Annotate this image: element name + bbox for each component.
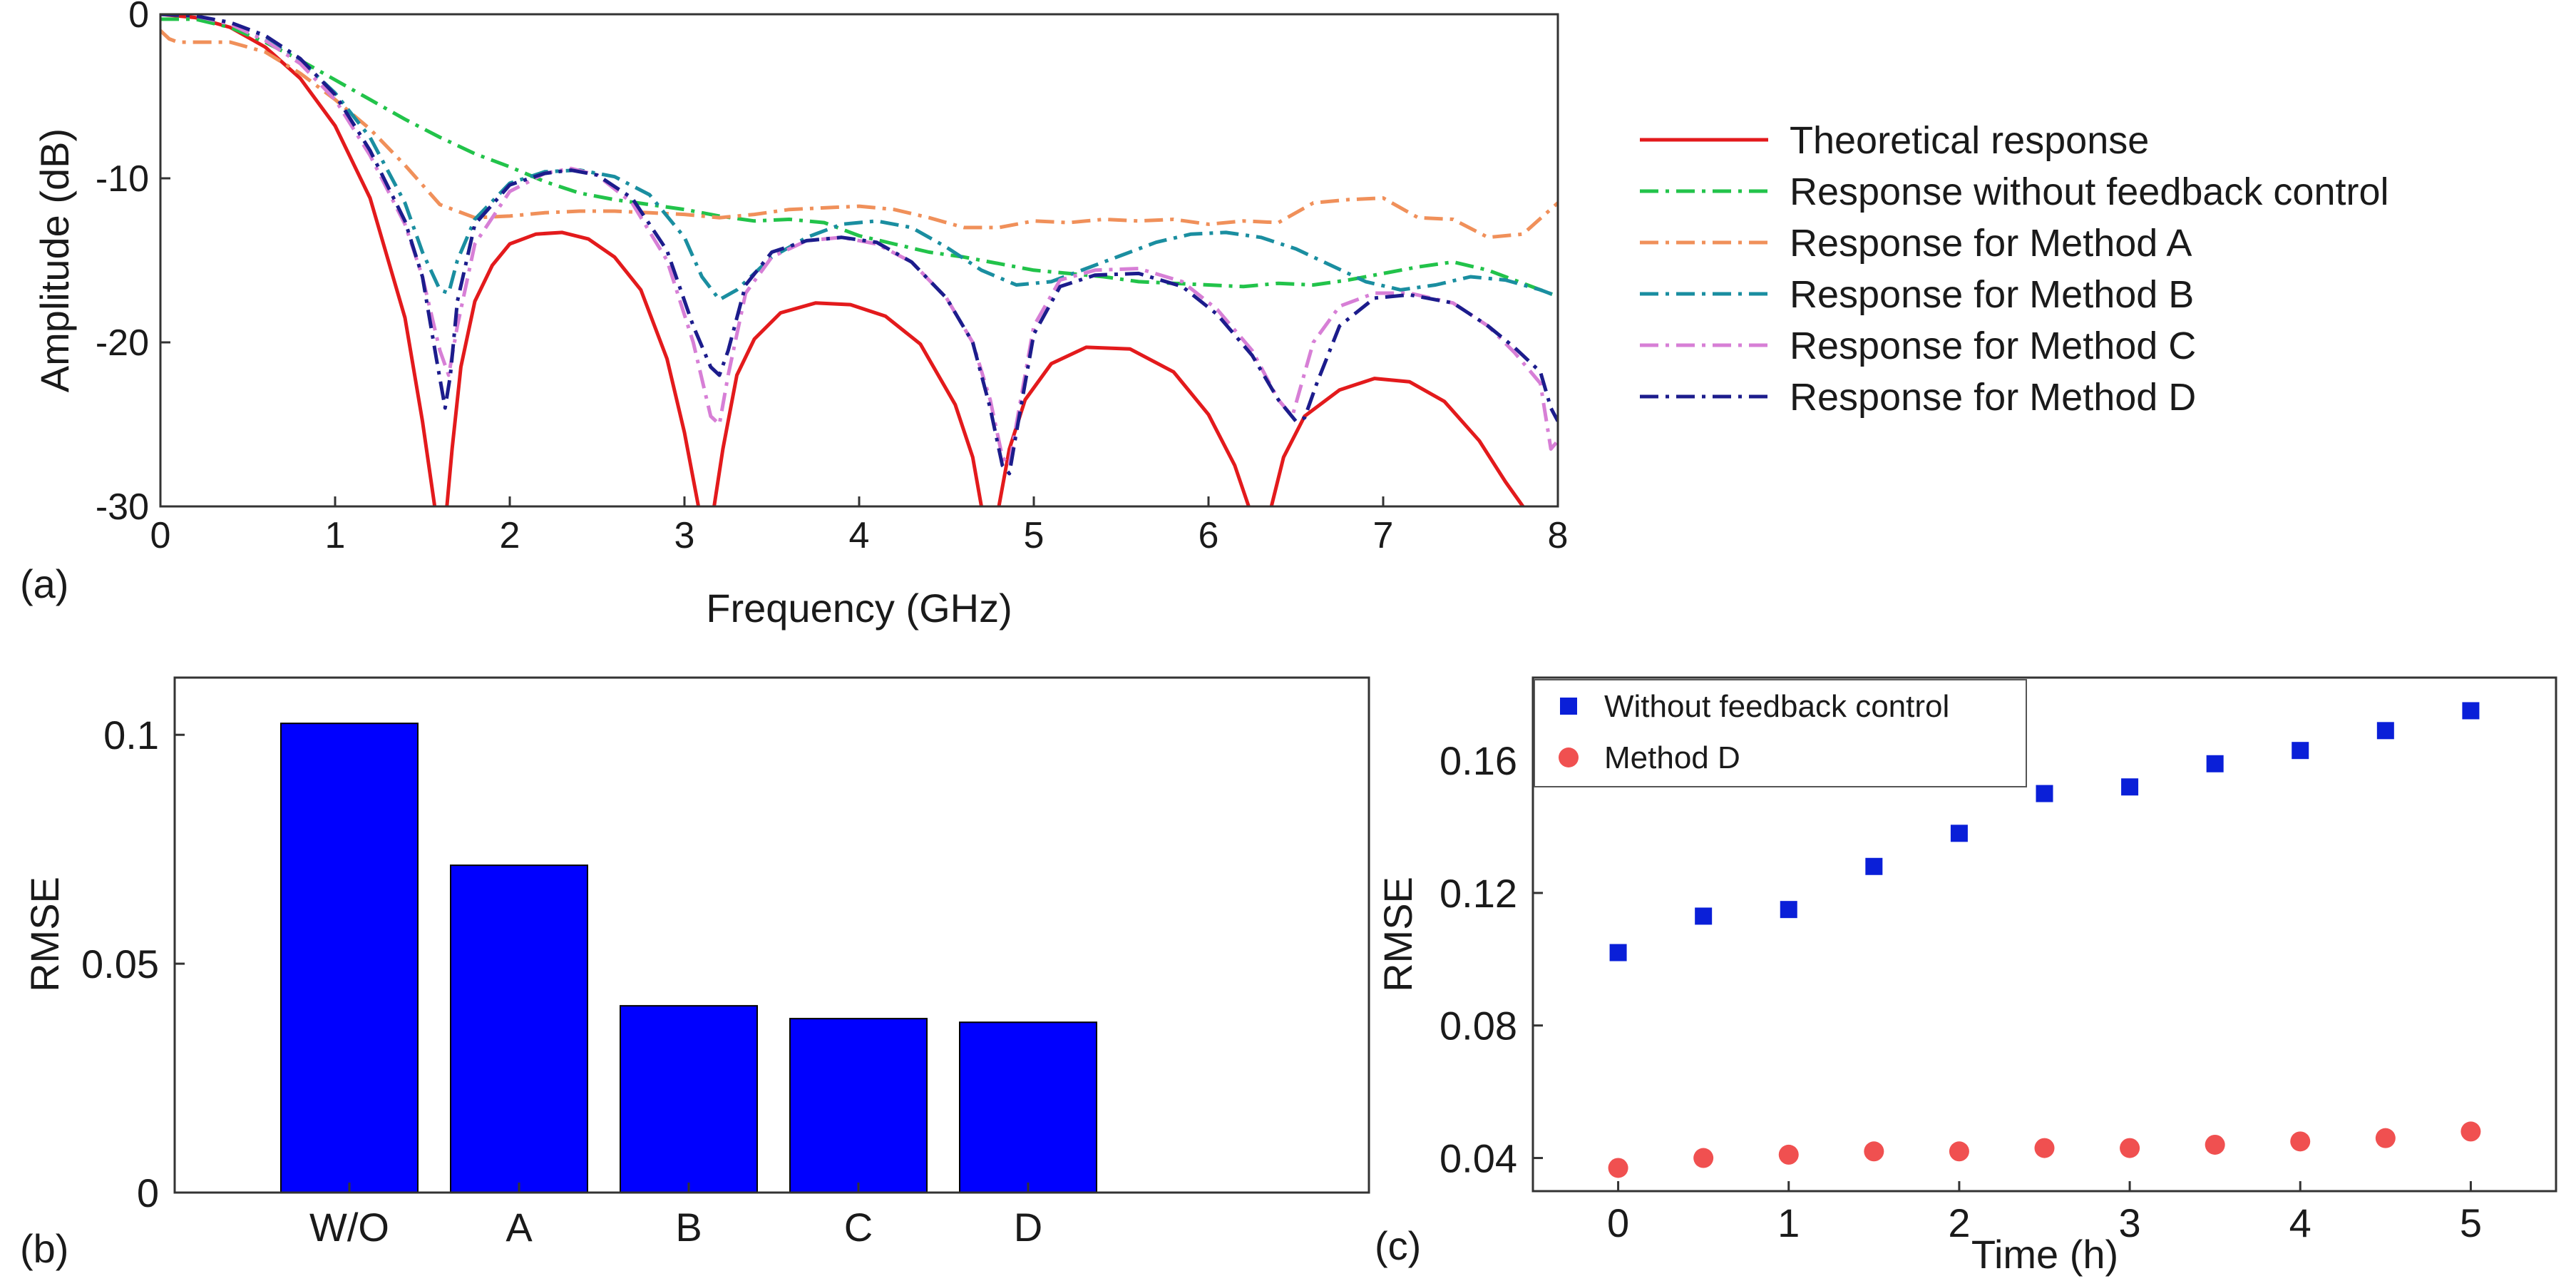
panel-c-y-axis-label: RMSE [1375, 877, 1420, 992]
point-method-d [1864, 1141, 1884, 1162]
bar-a [450, 864, 588, 1194]
legend-label-theoretical-response: Theoretical response [1790, 119, 2149, 162]
x-tick-label: B [675, 1205, 702, 1250]
panel-a-legend: Theoretical response Response without fee… [1640, 119, 2389, 419]
y-tick-label: -20 [96, 322, 149, 364]
x-tick-label: A [506, 1205, 533, 1250]
y-tick-label: -10 [96, 158, 149, 200]
x-tick-label: 0 [1607, 1200, 1629, 1245]
panel-c-x-axis-label: Time (h) [1971, 1232, 2118, 1277]
x-tick-label: 2 [1948, 1200, 1970, 1245]
panel-c-legend-box [1534, 679, 2027, 787]
series-line-response-for-method-d [160, 14, 1558, 476]
x-tick-label: 3 [674, 515, 695, 556]
x-tick-label: 5 [1024, 515, 1045, 556]
point-without-feedback-control [2206, 755, 2224, 772]
point-method-d [1778, 1144, 1799, 1165]
panel-a-x-axis-label: Frequency (GHz) [706, 586, 1012, 631]
x-tick-label: 1 [325, 515, 346, 556]
bar-w-o [280, 723, 419, 1193]
panel-b-bar-chart: W/O A B C D 0 0.05 0.1 RMSE (b) [20, 676, 1370, 1271]
point-without-feedback-control [1695, 907, 1713, 925]
point-without-feedback-control [2121, 778, 2139, 796]
panel-a-axes-box [159, 13, 1559, 508]
y-tick-label: 0.04 [1440, 1136, 1517, 1181]
panel-c-axes-box [1531, 676, 2557, 1193]
y-tick-label: 0.1 [103, 713, 159, 757]
point-without-feedback-control [2292, 742, 2309, 760]
point-without-feedback-control [1609, 944, 1627, 961]
y-tick-label: -30 [96, 486, 149, 528]
panel-a-ticks: 0 1 2 3 4 5 6 7 8 -30 -20 -10 0 [96, 0, 1569, 556]
panel-b-axes-box [173, 676, 1370, 1194]
panel-c-points [1608, 702, 2481, 1178]
panel-b-bars [280, 723, 1097, 1194]
panel-b-y-axis-label: RMSE [22, 877, 67, 992]
panel-b-ticks: W/O A B C D 0 0.05 0.1 [81, 713, 1042, 1250]
series-line-response-for-method-c [160, 14, 1558, 467]
y-tick-label: 0.12 [1440, 871, 1517, 916]
legend-label-response-for-method-d: Response for Method D [1790, 376, 2196, 419]
point-without-feedback-control [1950, 825, 1968, 842]
y-tick-label: 0.05 [81, 941, 159, 986]
point-method-d [2290, 1131, 2311, 1152]
legend-marker-method-d [1559, 747, 1579, 767]
bar-c [789, 1018, 928, 1193]
point-method-d [1693, 1148, 1714, 1168]
x-tick-label: C [844, 1205, 873, 1250]
point-method-d [2205, 1134, 2225, 1155]
panel-c-ticks: 0 1 2 3 4 5 0.04 0.08 0.12 0.16 [1440, 738, 2482, 1245]
panel-a-y-axis-label: Amplitude (dB) [32, 128, 77, 392]
legend-label-response-for-method-a: Response for Method A [1790, 222, 2192, 265]
panel-a-label: (a) [20, 561, 68, 606]
legend-label-method-d: Method D [1604, 740, 1740, 775]
x-tick-label: 5 [2460, 1200, 2482, 1245]
point-method-d [1949, 1141, 1969, 1162]
legend-label-response-without-feedback-control: Response without feedback control [1790, 170, 2389, 213]
panel-c-legend: Without feedback control Method D [1534, 679, 2027, 787]
panel-a-plot-area [160, 14, 1558, 506]
x-tick-label: 6 [1199, 515, 1219, 556]
point-method-d [2460, 1121, 2481, 1142]
point-method-d [1608, 1158, 1628, 1178]
x-tick-label: 0 [150, 515, 171, 556]
legend-label-response-for-method-b: Response for Method B [1790, 273, 2194, 316]
x-tick-label: 8 [1548, 515, 1569, 556]
point-method-d [2034, 1138, 2055, 1158]
series-line-response-for-method-a [160, 29, 1558, 240]
panel-c-label: (c) [1375, 1223, 1421, 1268]
point-without-feedback-control [2462, 702, 2480, 720]
x-tick-label: 1 [1777, 1200, 1800, 1245]
point-method-d [2375, 1128, 2396, 1148]
panel-b-label: (b) [20, 1226, 68, 1271]
bar-d [959, 1021, 1097, 1193]
x-tick-label: 7 [1373, 515, 1394, 556]
point-without-feedback-control [2036, 785, 2053, 802]
series-line-response-without-feedback-control [160, 17, 1558, 298]
point-method-d [2120, 1138, 2140, 1158]
y-tick-label: 0 [137, 1170, 159, 1215]
x-tick-label: 4 [2289, 1200, 2311, 1245]
legend-label-response-for-method-c: Response for Method C [1790, 325, 2196, 367]
panel-c-scatter-chart: 0 1 2 3 4 5 0.04 0.08 0.12 0.16 Time (h) RMSE (c)… [1375, 676, 2557, 1277]
legend-marker-without-feedback-control [1560, 698, 1577, 715]
x-tick-label: W/O [309, 1205, 389, 1250]
bar-b [620, 1005, 758, 1193]
point-without-feedback-control [1865, 857, 1883, 875]
legend-label-without-feedback-control: Without feedback control [1604, 689, 1949, 724]
y-tick-label: 0 [128, 0, 149, 36]
point-without-feedback-control [2376, 722, 2394, 740]
x-tick-label: 3 [2119, 1200, 2141, 1245]
y-tick-label: 0.08 [1440, 1004, 1517, 1048]
series-line-theoretical-response [160, 14, 1525, 506]
y-tick-label: 0.16 [1440, 738, 1517, 783]
x-tick-label: 4 [849, 515, 870, 556]
x-tick-label: 2 [500, 515, 520, 556]
point-without-feedback-control [1780, 901, 1797, 919]
panel-a-line-chart: 0 1 2 3 4 5 6 7 8 -30 -20 -10 0 Frequency (GHz) Ampl… [20, 0, 2389, 631]
x-tick-label: D [1014, 1205, 1042, 1250]
